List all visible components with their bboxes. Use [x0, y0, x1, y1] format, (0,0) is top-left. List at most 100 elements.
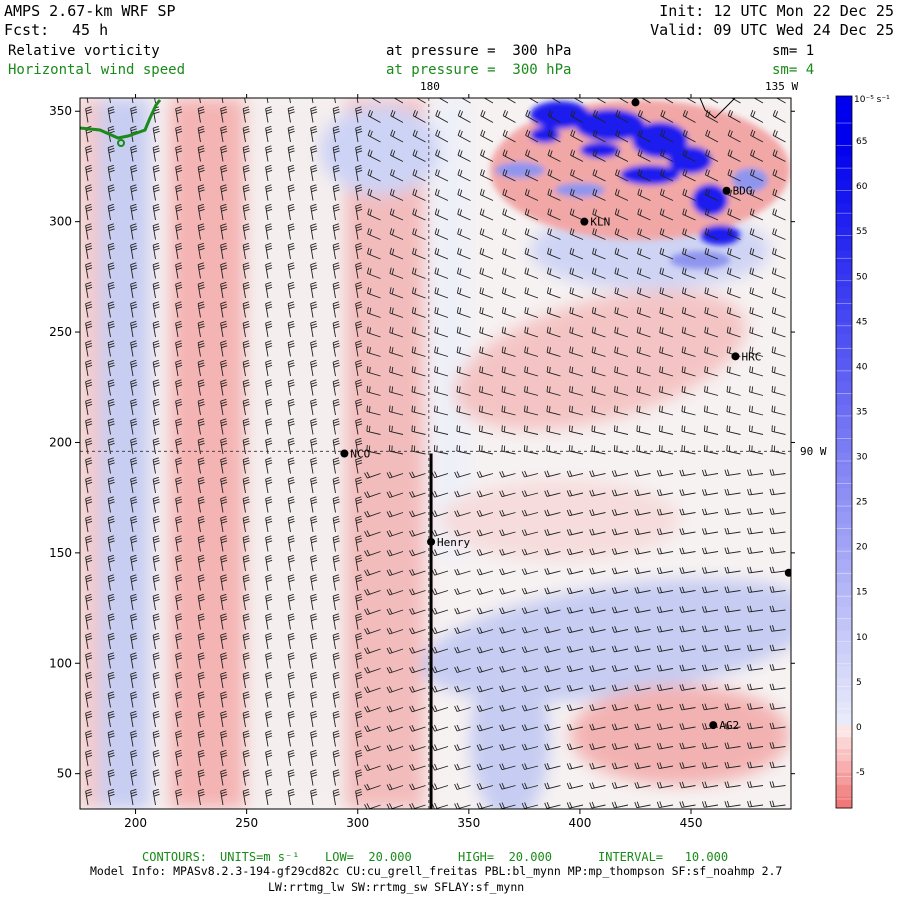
colorbar-step [836, 796, 852, 809]
station-label: AG2 [719, 719, 739, 732]
x-tick-label: 250 [235, 816, 258, 830]
station-marker [731, 352, 740, 361]
colorbar-step [836, 96, 852, 109]
colorbar-step [836, 404, 852, 417]
colorbar-step [836, 285, 852, 299]
band-light [430, 98, 470, 558]
colorbar-tick-label: 45 [856, 317, 867, 327]
barb-paths [85, 98, 786, 809]
station-marker [784, 568, 791, 577]
coastline-dark [699, 98, 736, 119]
axes: 200 250 300 350 400 450 50 100 150 200 250 300 350 [49, 94, 795, 830]
wind-barbs [85, 98, 786, 809]
colorbar-tick-label: 50 [856, 272, 868, 282]
contours-high: HIGH= 20.000 [458, 850, 552, 864]
colorbar-step [836, 499, 852, 512]
colorbar-step [836, 535, 852, 548]
colorbar-step [836, 274, 852, 287]
colorbar-tick-label: 5 [856, 678, 862, 688]
colorbar-step [836, 214, 852, 228]
colorbar-step [836, 238, 852, 251]
colorbar-tick-label: 30 [856, 453, 868, 463]
colorbar-step [836, 689, 852, 702]
valid-time: Valid: 09 UTC Wed 24 Dec 25 [650, 21, 894, 39]
contours-label: CONTOURS: [142, 850, 208, 864]
storm-pos-light [732, 168, 768, 192]
band-pos-west [100, 98, 150, 809]
storm-pos-core [668, 146, 712, 174]
colorbar-step [836, 440, 852, 453]
field1-pressure: at pressure = 300 hPa [386, 43, 572, 59]
colorbar-step [836, 297, 852, 311]
colorbar-step [836, 380, 852, 394]
y-tick-label: 150 [49, 546, 72, 560]
colorbar-tick-label: 35 [856, 407, 867, 417]
colorbar-step [836, 416, 852, 429]
colorbar-frame [835, 95, 853, 809]
storm-pos-core [632, 122, 688, 158]
colorbar-step [836, 523, 852, 536]
colorbar-step [836, 677, 852, 690]
colorbar-step [836, 452, 852, 465]
field-shading [80, 98, 791, 809]
colorbar-step [836, 190, 852, 204]
colorbar-step [836, 546, 852, 560]
station-marker [709, 721, 718, 730]
storm-pos-core [580, 142, 620, 158]
colorbar-step [836, 333, 852, 346]
colorbar-step [836, 630, 852, 643]
colorbar: -5 0 5 10 15 20 25 30 35 40 45 50 55 60 65 10⁻⁵ s⁻¹ [835, 95, 890, 809]
x-tick-label: 450 [680, 816, 703, 830]
lon-180-label: 180 [420, 80, 440, 93]
contours-units: UNITS=m s⁻¹ [220, 850, 300, 864]
colorbar-step [836, 119, 852, 133]
colorbar-step [836, 131, 852, 144]
colorbar-step [836, 321, 852, 334]
storm-pos-light [555, 183, 605, 197]
colorbar-step [836, 475, 852, 489]
band-neg-1 [170, 98, 245, 809]
station-marker [427, 537, 436, 546]
station-label: HRC [741, 350, 761, 363]
colorbar-step [836, 618, 852, 631]
x-tick-label: 200 [124, 816, 147, 830]
forecast-value: 45 h [72, 21, 109, 39]
station-label: NCO [350, 448, 370, 461]
colorbar-step [836, 594, 852, 607]
blob-neg-lower-right [570, 685, 790, 785]
model-title: AMPS 2.67-km WRF SP [4, 2, 176, 20]
field2-label: Horizontal wind speed [8, 62, 186, 78]
colorbar-tick-label: 25 [856, 498, 867, 508]
init-time: Init: 12 UTC Mon 22 Dec 25 [659, 2, 894, 20]
storm-pos-core [692, 184, 728, 216]
colorbar-step [836, 653, 852, 667]
colorbar-step [836, 345, 852, 358]
colorbar-step [836, 701, 852, 714]
colorbar-step [836, 772, 852, 785]
colorbar-step [836, 167, 852, 180]
y-tick-label: 250 [49, 325, 72, 339]
blob-neg-mid [440, 480, 680, 560]
colorbar-step [836, 202, 852, 216]
colorbar-step [836, 155, 852, 168]
field1-smoothing: sm= 1 [772, 43, 815, 59]
lon-90w-label: 90 W [800, 445, 827, 458]
colorbar-step [836, 262, 852, 275]
colorbar-step [836, 748, 852, 762]
y-tick-label: 100 [49, 656, 72, 670]
colorbar-step [836, 511, 852, 524]
blob-pos-top [320, 105, 440, 195]
lon-135w-label: 135 W [765, 80, 799, 93]
colorbar-step [836, 760, 852, 773]
field2-pressure: at pressure = 300 hPa [386, 62, 572, 78]
x-tick-label: 350 [457, 816, 480, 830]
coastline [80, 99, 162, 140]
contours-low: LOW= 20.000 [325, 850, 412, 864]
station-marker [580, 217, 589, 226]
storm-pos-light [670, 251, 730, 269]
colorbar-step [836, 392, 852, 406]
storm-pos-core [530, 127, 560, 143]
colorbar-step [836, 713, 852, 726]
station-marker [340, 449, 349, 458]
colorbar-step [836, 570, 852, 584]
